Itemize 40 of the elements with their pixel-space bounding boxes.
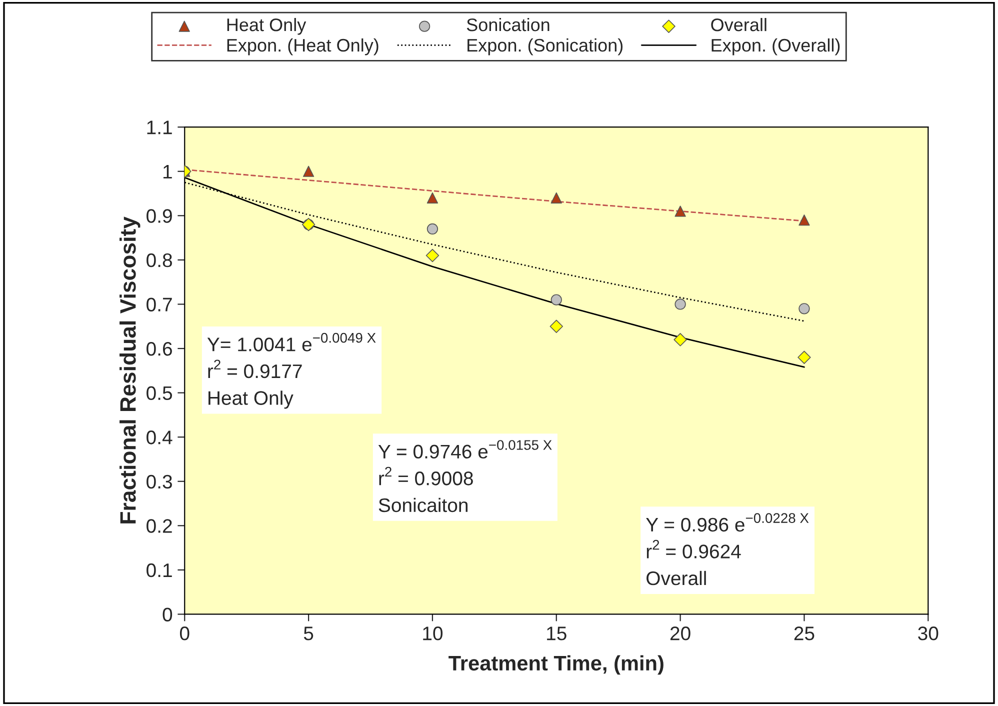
y-tick-label: 1	[163, 165, 172, 178]
y-tick-label: 0.3	[146, 474, 172, 489]
point	[674, 298, 686, 310]
x-tick-label: 25	[794, 626, 814, 640]
x-tick-label: 30	[918, 626, 938, 640]
legend-label: Expon. (Heat Only)	[227, 38, 378, 56]
point	[674, 206, 686, 217]
legend-label: Expon. (Sonication)	[468, 38, 623, 56]
point	[674, 333, 687, 346]
y-tick-label: 0.2	[146, 519, 172, 533]
x-tick-label: 15	[547, 626, 566, 640]
point	[550, 294, 562, 306]
legend-label: Heat Only	[227, 18, 306, 35]
point	[550, 192, 562, 204]
legend-label: Sonication	[466, 18, 550, 32]
y-tick-label: 1.1	[147, 120, 172, 134]
x-axis-title: Treatment Time, (min)	[448, 655, 664, 675]
y-tick-label: 0.7	[146, 298, 172, 312]
y-tick-label: 0.6	[146, 342, 172, 356]
point	[798, 214, 810, 226]
x-tick-label: 0	[180, 626, 190, 640]
legend-label: Overall	[711, 18, 766, 32]
point	[426, 223, 438, 235]
point	[798, 350, 811, 364]
x-tick-label: 20	[670, 626, 690, 640]
x-tick-label: 5	[304, 626, 314, 640]
y-tick-label: 0.1	[146, 563, 172, 578]
legend-label: Expon. (Overall)	[712, 38, 840, 56]
point	[426, 192, 438, 204]
y-tick-label: 0	[162, 608, 172, 622]
point	[426, 248, 440, 262]
y-tick-label: 0.9	[146, 209, 172, 223]
point	[302, 166, 314, 177]
x-tick-label: 10	[423, 626, 443, 640]
point	[550, 320, 564, 333]
y-tick-label: 0.4	[146, 430, 172, 444]
y-tick-label: 0.8	[146, 253, 172, 268]
y-axis-title: Fractional Residual Viscosity	[120, 216, 140, 524]
point	[798, 303, 810, 314]
y-tick-label: 0.5	[146, 386, 172, 400]
